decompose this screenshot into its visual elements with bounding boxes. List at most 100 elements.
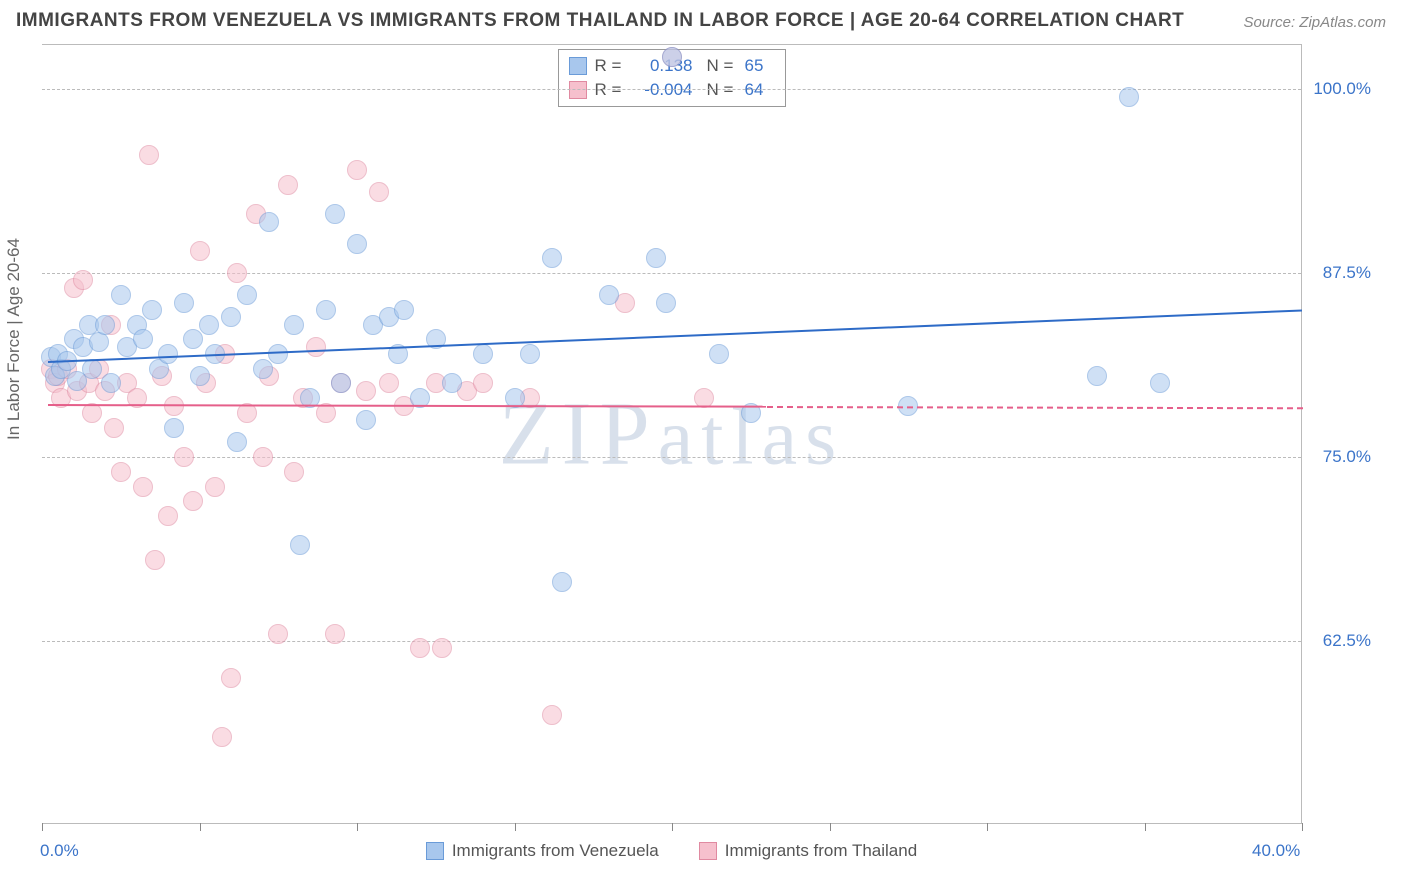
scatter-point [325,624,345,644]
scatter-point [646,248,666,268]
scatter-point [356,381,376,401]
scatter-point [221,668,241,688]
legend-series-label: Immigrants from Venezuela [452,841,659,861]
y-tick-label: 62.5% [1311,631,1371,651]
scatter-point [1119,87,1139,107]
source-attribution: Source: ZipAtlas.com [1243,14,1386,31]
x-tick [515,823,516,831]
plot-area: ZIPatlas R =0.138N =65R =-0.004N =64 Imm… [42,44,1302,824]
scatter-point [164,418,184,438]
scatter-point [253,447,273,467]
scatter-point [158,506,178,526]
scatter-point [221,307,241,327]
y-tick-label: 100.0% [1311,79,1371,99]
scatter-point [473,344,493,364]
scatter-point [473,373,493,393]
scatter-point [432,638,452,658]
legend-swatch [426,842,444,860]
scatter-point [316,300,336,320]
legend-series-item: Immigrants from Venezuela [426,841,659,861]
scatter-point [656,293,676,313]
y-tick-label: 75.0% [1311,447,1371,467]
scatter-point [139,145,159,165]
x-tick [672,823,673,831]
scatter-point [542,248,562,268]
scatter-point [394,300,414,320]
scatter-point [410,638,430,658]
scatter-point [190,366,210,386]
watermark: ZIPatlas [499,383,845,486]
scatter-point [227,263,247,283]
gridline-h [42,89,1301,90]
scatter-point [1150,373,1170,393]
scatter-point [347,234,367,254]
legend-series: Immigrants from Venezuela Immigrants from… [42,841,1301,861]
scatter-point [284,462,304,482]
scatter-point [111,285,131,305]
scatter-point [599,285,619,305]
legend-series-item: Immigrants from Thailand [699,841,917,861]
legend-n-label: N = [707,56,737,76]
scatter-point [101,373,121,393]
scatter-point [1087,366,1107,386]
scatter-point [190,241,210,261]
scatter-point [356,410,376,430]
gridline-h [42,457,1301,458]
scatter-point [174,293,194,313]
scatter-point [306,337,326,357]
scatter-point [542,705,562,725]
legend-swatch [699,842,717,860]
scatter-point [237,285,257,305]
scatter-point [227,432,247,452]
scatter-point [325,204,345,224]
x-tick [1145,823,1146,831]
x-tick-label: 40.0% [1252,841,1300,861]
scatter-point [268,344,288,364]
scatter-point [104,418,124,438]
y-tick-label: 87.5% [1311,263,1371,283]
scatter-point [111,462,131,482]
trend-line-dashed [766,406,1302,409]
scatter-point [95,315,115,335]
legend-swatch [569,57,587,75]
scatter-point [158,344,178,364]
legend-n-value: 65 [745,56,775,76]
gridline-h [42,641,1301,642]
scatter-point [268,624,288,644]
scatter-point [369,182,389,202]
scatter-point [205,477,225,497]
scatter-point [212,727,232,747]
scatter-point [442,373,462,393]
scatter-point [278,175,298,195]
scatter-point [89,332,109,352]
scatter-point [331,373,351,393]
scatter-point [183,491,203,511]
x-tick-label: 0.0% [40,841,79,861]
y-axis-label: In Labor Force | Age 20-64 [4,238,24,440]
scatter-point [552,572,572,592]
scatter-point [133,477,153,497]
scatter-point [142,300,162,320]
scatter-point [379,373,399,393]
scatter-point [253,359,273,379]
x-tick [830,823,831,831]
x-tick [987,823,988,831]
scatter-point [82,359,102,379]
scatter-point [133,329,153,349]
scatter-point [709,344,729,364]
scatter-point [174,447,194,467]
scatter-point [290,535,310,555]
scatter-point [284,315,304,335]
legend-r-label: R = [595,56,625,76]
x-tick [200,823,201,831]
scatter-point [259,212,279,232]
scatter-point [145,550,165,570]
scatter-point [347,160,367,180]
scatter-point [662,47,682,67]
scatter-point [73,270,93,290]
x-tick [42,823,43,831]
scatter-point [183,329,203,349]
scatter-point [520,344,540,364]
scatter-point [199,315,219,335]
legend-series-label: Immigrants from Thailand [725,841,917,861]
